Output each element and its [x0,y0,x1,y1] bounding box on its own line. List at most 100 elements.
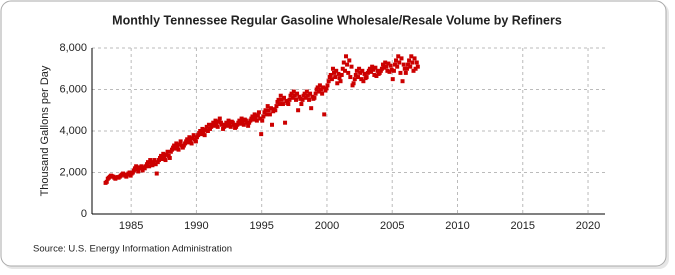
point [326,79,331,84]
point [339,72,344,77]
y-axis-label: Thousand Gallons per Day [39,65,51,196]
point [203,127,208,132]
point [290,95,295,100]
point [413,66,418,71]
point [261,114,266,119]
point [164,152,169,157]
point [225,123,230,128]
point [245,120,250,125]
point [174,141,179,146]
point [350,83,355,88]
point [256,110,261,115]
point [184,139,189,144]
point [303,95,308,100]
point [249,116,254,121]
point [329,77,334,82]
point [367,66,372,71]
point [209,124,214,129]
point [158,155,163,160]
point [210,122,215,127]
point [352,77,357,82]
frame [0,0,667,267]
point [212,123,217,128]
point [155,160,160,165]
point [216,119,221,124]
point [298,96,303,101]
point [371,67,376,72]
point [206,122,211,127]
point [271,109,276,114]
point [411,68,416,73]
point [246,123,251,128]
point [407,58,412,63]
point [152,158,157,163]
point [197,131,202,136]
point [234,124,239,129]
point [320,91,325,96]
point [321,85,326,90]
point [131,168,136,173]
point [282,95,287,100]
point [230,120,235,125]
point [226,118,231,123]
point [408,64,413,69]
point [310,94,315,99]
point [305,93,310,98]
point [349,64,354,69]
point [127,170,132,175]
point [130,170,135,175]
point [328,72,333,77]
point [396,54,401,59]
point [211,120,216,125]
point [288,93,293,98]
point [248,118,253,123]
point [161,151,166,156]
point [322,112,327,117]
point [205,129,210,133]
point [135,167,140,172]
point [185,137,190,142]
point [323,88,328,93]
point [402,66,407,71]
point [315,85,320,90]
point [154,171,159,176]
point [359,77,364,82]
point [378,68,383,73]
point [398,70,403,75]
point [159,153,164,158]
point [139,164,144,169]
point [166,153,171,158]
point [267,112,272,117]
point [294,97,299,102]
point [312,95,317,100]
point [377,70,382,75]
point [273,108,278,113]
x-tick-label: 1985 [119,220,143,232]
x-tick-label: 2005 [380,220,404,232]
point [370,64,375,69]
point [199,132,204,137]
point [172,143,177,148]
point [247,120,252,125]
chart-title: Monthly Tennessee Regular Gasoline Whole… [112,13,562,27]
point [299,102,304,107]
point [335,81,340,86]
point [395,64,400,69]
point [250,114,255,119]
point [168,149,173,154]
point [347,58,352,63]
point [274,104,279,109]
point [375,68,380,73]
point [307,97,312,102]
point [397,60,402,65]
point [304,89,309,94]
point [264,112,269,117]
point [291,89,296,94]
point [252,112,257,117]
point [240,119,245,124]
x-tick-label: 1990 [184,220,208,232]
point [365,70,370,75]
point [333,75,338,80]
point [334,68,339,73]
point [243,118,248,123]
